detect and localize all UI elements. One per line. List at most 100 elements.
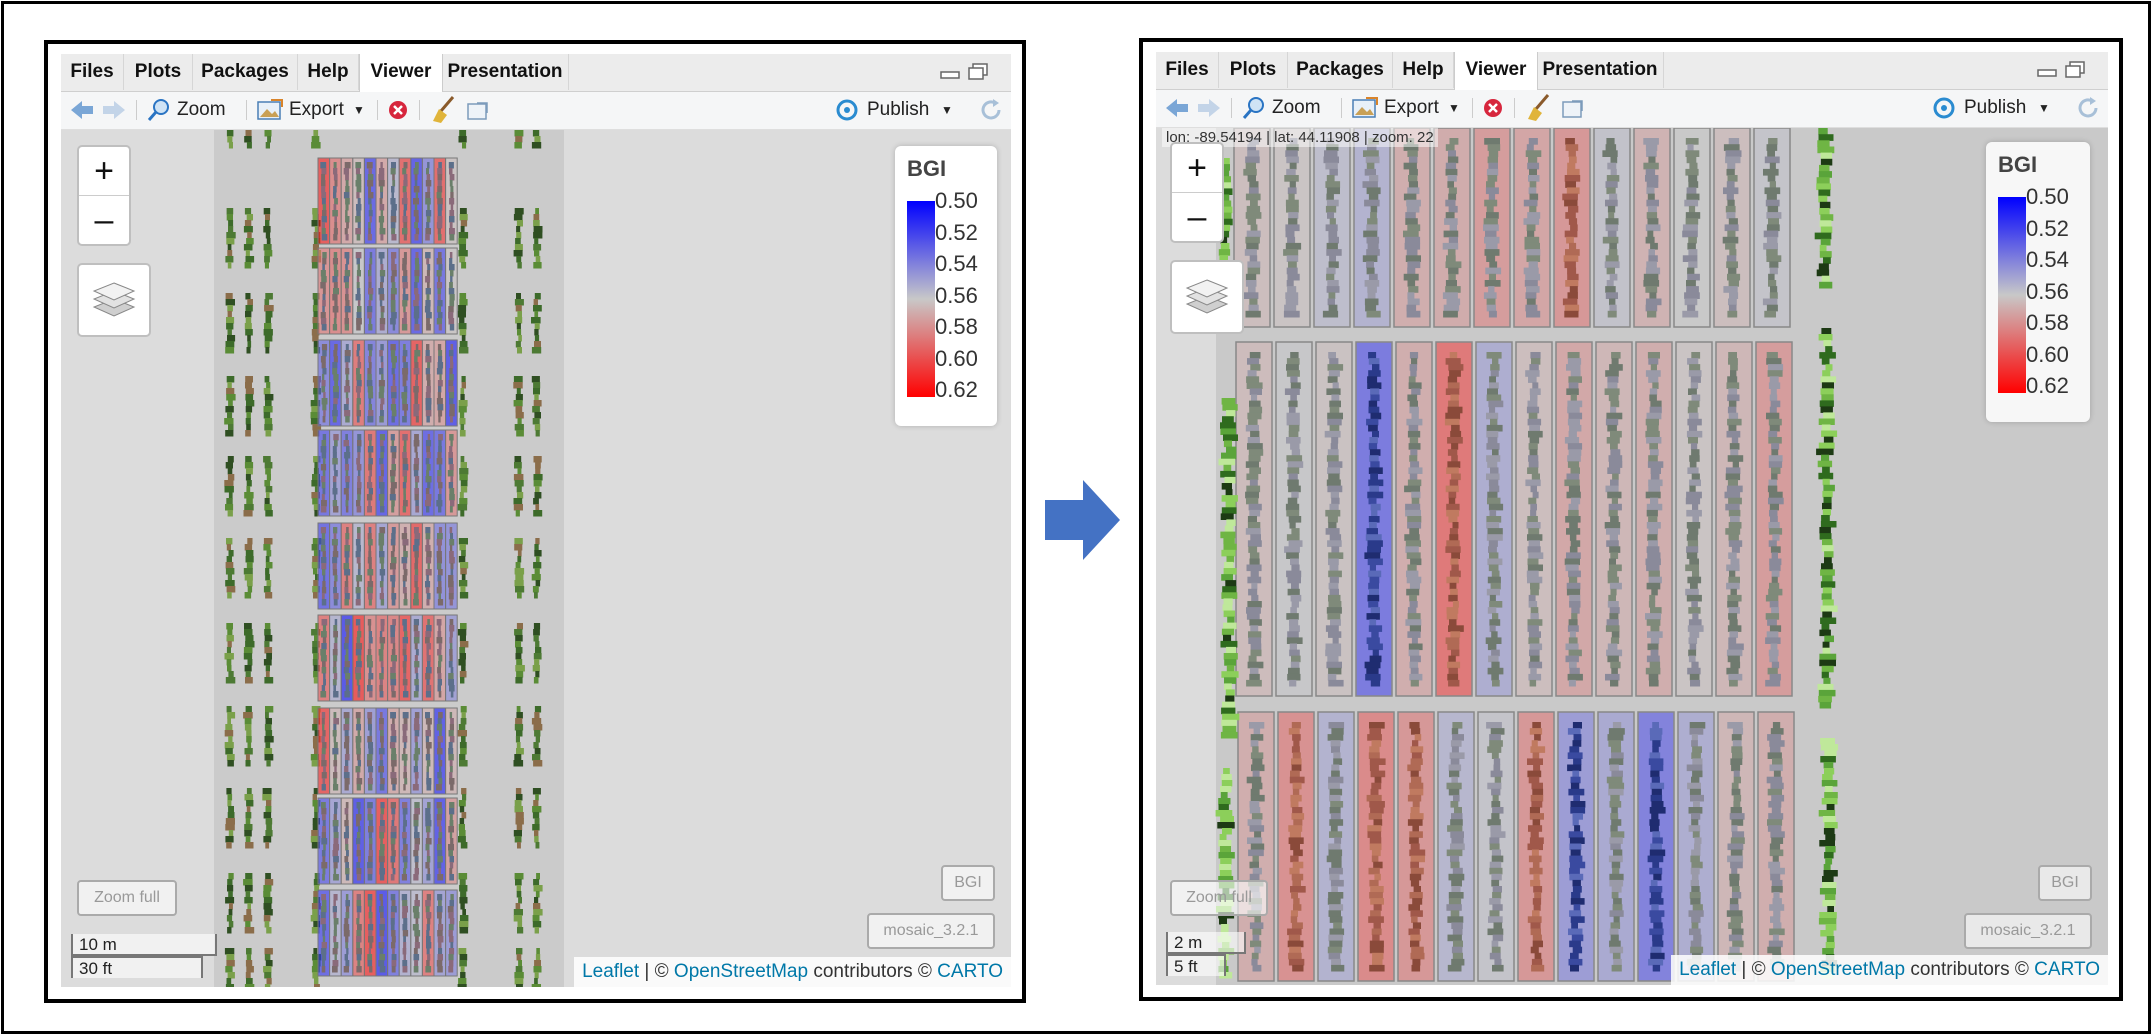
back-arrow-icon[interactable] — [1164, 93, 1190, 123]
tab-packages[interactable]: Packages — [1288, 52, 1393, 88]
tab-presentation[interactable]: Presentation — [442, 54, 569, 90]
plant-pixel — [322, 730, 326, 737]
tab-help[interactable]: Help — [1393, 52, 1454, 88]
broom-icon[interactable] — [429, 95, 457, 125]
back-arrow-icon[interactable] — [69, 95, 95, 125]
plant-pixel — [1689, 892, 1701, 899]
plant-pixel — [332, 966, 338, 973]
plant-pixel — [415, 216, 419, 223]
plant-pixel — [1569, 873, 1584, 881]
publish-button[interactable]: Publish ▼ — [833, 95, 957, 125]
zoom-out-button[interactable]: – — [79, 195, 129, 244]
zoom-button[interactable]: Zoom — [147, 95, 237, 125]
osm-link[interactable]: OpenStreetMap — [1770, 959, 1906, 980]
tab-packages[interactable]: Packages — [193, 54, 298, 90]
plant-pixel — [226, 238, 235, 245]
plant-pixel — [403, 691, 409, 698]
plant-pixel — [227, 794, 233, 801]
plant-pixel — [1252, 770, 1260, 778]
plant-pixel — [425, 557, 432, 564]
plant-pixel — [1370, 910, 1381, 917]
plant-pixel — [1817, 460, 1833, 468]
tab-files[interactable]: Files — [61, 54, 124, 90]
plant-pixel — [1690, 443, 1698, 450]
plant-pixel — [415, 228, 420, 235]
layer-bgi-button[interactable]: BGI — [941, 865, 995, 901]
zoom-in-button[interactable]: + — [94, 152, 114, 190]
map-canvas[interactable] — [61, 130, 1011, 987]
layers-button[interactable] — [77, 263, 151, 337]
leaflet-map[interactable]: lon: -89.54194 | lat: 44.11908 | zoom: 2… — [1156, 128, 2108, 985]
export-button[interactable]: Export ▼ — [257, 95, 367, 125]
forward-arrow-icon[interactable] — [101, 95, 127, 125]
export-button[interactable]: Export ▼ — [1352, 93, 1462, 123]
plant-pixel — [1691, 394, 1701, 402]
plant-pixel — [390, 294, 396, 301]
plant-pixel — [1406, 570, 1419, 578]
plant-pixel — [1247, 175, 1256, 182]
plant-pixel — [449, 619, 454, 626]
layer-mosaic-button[interactable]: mosaic_3.2.1 — [1964, 913, 2092, 949]
leaflet-link[interactable]: Leaflet — [582, 961, 640, 982]
forward-arrow-icon[interactable] — [1196, 93, 1222, 123]
plant-pixel — [1492, 892, 1502, 899]
popout-window-icon[interactable] — [1560, 93, 1586, 123]
plant-pixel — [1408, 643, 1423, 651]
plant-pixel — [1643, 138, 1659, 145]
publish-button[interactable]: Publish ▼ — [1930, 93, 2054, 123]
plant-pixel — [535, 647, 542, 654]
refresh-icon[interactable] — [979, 95, 1005, 125]
map-canvas[interactable] — [1156, 128, 2108, 985]
plant-pixel — [1223, 464, 1232, 472]
plant-pixel — [1447, 181, 1454, 188]
zoom-button[interactable]: Zoom — [1242, 93, 1332, 123]
tab-plots[interactable]: Plots — [124, 54, 193, 90]
layers-button[interactable] — [1170, 260, 1244, 334]
plant-pixel — [380, 276, 384, 283]
tab-files[interactable]: Files — [1156, 52, 1219, 88]
plant-pixel — [1691, 740, 1698, 747]
maximize-icon[interactable] — [967, 62, 989, 82]
zoom-full-button[interactable]: Zoom full — [1170, 880, 1268, 916]
clear-stop-icon[interactable] — [387, 95, 409, 125]
plant-pixel — [414, 222, 418, 229]
tab-viewer[interactable]: Viewer — [359, 54, 443, 92]
tab-help[interactable]: Help — [298, 54, 359, 90]
plant-pixel — [243, 712, 253, 719]
plant-pixel — [379, 318, 386, 325]
broom-icon[interactable] — [1524, 93, 1552, 123]
zoom-in-button[interactable]: + — [1187, 149, 1207, 187]
plant-pixel — [1218, 804, 1229, 811]
plant-pixel — [534, 329, 539, 336]
plant-pixel — [344, 661, 350, 668]
osm-link[interactable]: OpenStreetMap — [673, 961, 809, 982]
popout-window-icon[interactable] — [465, 95, 491, 125]
plant-pixel — [426, 784, 432, 791]
legend-tick: 0.54 — [2026, 247, 2069, 272]
tab-presentation[interactable]: Presentation — [1537, 52, 1664, 88]
tab-viewer[interactable]: Viewer — [1454, 52, 1538, 90]
plant-pixel — [426, 649, 429, 656]
plant-pixel — [1568, 218, 1578, 225]
minimize-icon[interactable] — [939, 62, 961, 82]
carto-link[interactable]: CARTO — [937, 961, 1003, 982]
carto-link[interactable]: CARTO — [2034, 959, 2100, 980]
leaflet-link[interactable]: Leaflet — [1679, 959, 1737, 980]
tab-plots[interactable]: Plots — [1219, 52, 1288, 88]
layer-mosaic-button[interactable]: mosaic_3.2.1 — [867, 913, 995, 949]
zoom-full-button[interactable]: Zoom full — [77, 880, 177, 916]
layer-bgi-button[interactable]: BGI — [2038, 865, 2092, 901]
maximize-icon[interactable] — [2064, 60, 2086, 80]
plant-pixel — [1221, 398, 1236, 405]
plant-pixel — [356, 380, 362, 387]
zoom-out-button[interactable]: – — [1172, 192, 1222, 241]
plant-pixel — [402, 374, 408, 381]
minimize-icon[interactable] — [2036, 60, 2058, 80]
clear-stop-icon[interactable] — [1482, 93, 1504, 123]
plant-pixel — [413, 820, 419, 827]
refresh-icon[interactable] — [2076, 93, 2102, 123]
plant-pixel — [1524, 280, 1538, 287]
leaflet-map[interactable]: + – BGI 0.50 0.52 0.54 0.56 0.58 0.60 0.… — [61, 130, 1011, 987]
plant-pixel — [320, 655, 327, 662]
plant-pixel — [1570, 807, 1586, 814]
